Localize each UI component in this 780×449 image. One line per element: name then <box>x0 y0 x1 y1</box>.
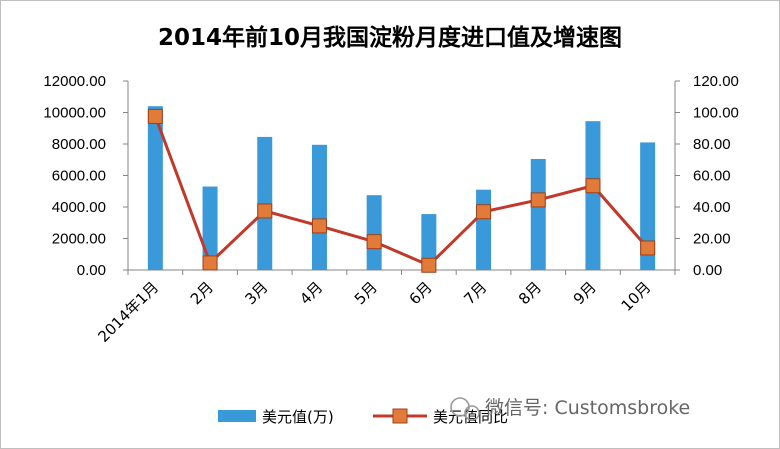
bar <box>311 144 327 270</box>
bar <box>366 195 382 270</box>
y-left-tick-label: 2000.00 <box>52 231 106 248</box>
series-line <box>153 115 649 268</box>
bar <box>585 121 601 270</box>
legend-swatch-marker <box>392 408 408 424</box>
line-point-marker <box>640 240 656 256</box>
y-left-tick-label: 6000.00 <box>52 168 106 185</box>
x-axis-labels: 2014年1月 2月 3月 4月 5月 6月 7月 8月 9月 10月 <box>94 278 654 346</box>
legend: 美元值(万) 美元值同比 <box>218 408 508 426</box>
y-right-tick-label: 40.00 <box>693 199 731 216</box>
y-left-tick-label: 8000.00 <box>52 136 106 153</box>
bar <box>421 214 437 270</box>
wechat-icon <box>450 397 480 421</box>
line-point-marker <box>585 178 601 194</box>
x-tick-label: 3月 <box>241 278 271 308</box>
x-tick-label: 2月 <box>187 278 217 308</box>
y-left-tick-label: 0.00 <box>77 262 106 279</box>
y-right-tick-label: 0.00 <box>693 262 722 279</box>
chart-title: 2014年前10月我国淀粉月度进口值及增速图 <box>158 24 622 51</box>
watermark: 微信号: Customsbroke <box>450 397 690 421</box>
bar <box>530 158 546 270</box>
x-tick-label: 6月 <box>406 278 436 308</box>
y-left-tick-label: 4000.00 <box>52 199 106 216</box>
x-tick-label: 4月 <box>296 278 326 308</box>
axes: 0.00 2000.00 4000.00 6000.00 8000.00 10000.00… <box>43 73 738 279</box>
bar <box>640 142 656 270</box>
x-tick-label: 9月 <box>570 278 600 308</box>
bar-series <box>147 106 656 270</box>
line-point-marker <box>257 203 273 219</box>
x-tick-label: 10月 <box>618 278 655 315</box>
legend-label-bar: 美元值(万) <box>262 408 334 426</box>
legend-swatch-bar <box>218 410 256 422</box>
y-right-tick-label: 120.00 <box>693 73 739 90</box>
bar <box>476 189 492 270</box>
y-right-tick-label: 60.00 <box>693 168 731 185</box>
y-left-tick-label: 10000.00 <box>43 105 106 122</box>
line-point-marker <box>421 257 437 273</box>
line-point-marker <box>476 204 492 220</box>
line-point-marker <box>147 108 163 124</box>
y-right-tick-label: 20.00 <box>693 231 731 248</box>
x-tick-label: 7月 <box>460 278 490 308</box>
line-point-marker <box>202 255 218 271</box>
y-left-tick-label: 12000.00 <box>43 73 106 90</box>
line-point-marker <box>530 192 546 208</box>
bar <box>147 106 163 270</box>
legend-label-line: 美元值同比 <box>433 408 508 426</box>
y-right-tick-label: 80.00 <box>693 136 731 153</box>
x-tick-label: 2014年1月 <box>94 278 162 346</box>
line-point-marker <box>311 218 327 234</box>
line-series <box>147 108 656 273</box>
watermark-text: 微信号: Customsbroke <box>485 397 690 419</box>
x-tick-label: 5月 <box>351 278 381 308</box>
x-tick-label: 8月 <box>515 278 545 308</box>
y-right-tick-label: 100.00 <box>693 105 739 122</box>
line-point-marker <box>366 234 382 250</box>
